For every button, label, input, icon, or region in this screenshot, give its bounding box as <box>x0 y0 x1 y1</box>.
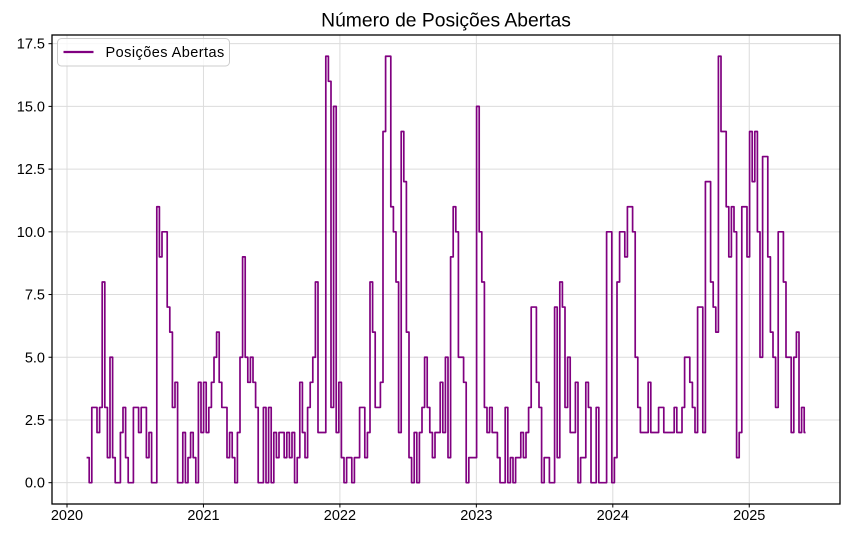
svg-text:2020: 2020 <box>51 508 83 524</box>
svg-text:15.0: 15.0 <box>17 99 45 115</box>
svg-text:2021: 2021 <box>187 508 219 524</box>
svg-text:7.5: 7.5 <box>25 288 45 304</box>
svg-text:Posições Abertas: Posições Abertas <box>106 45 225 61</box>
svg-text:2.5: 2.5 <box>25 413 45 429</box>
svg-text:2025: 2025 <box>733 508 765 524</box>
svg-text:0.0: 0.0 <box>25 476 45 492</box>
svg-text:Número de Posições Abertas: Número de Posições Abertas <box>321 11 571 32</box>
svg-text:10.0: 10.0 <box>17 225 45 241</box>
svg-text:2022: 2022 <box>324 508 356 524</box>
svg-text:17.5: 17.5 <box>17 37 45 53</box>
svg-text:2023: 2023 <box>460 508 492 524</box>
svg-text:2024: 2024 <box>597 508 629 524</box>
svg-text:12.5: 12.5 <box>17 162 45 178</box>
svg-text:5.0: 5.0 <box>25 350 45 366</box>
